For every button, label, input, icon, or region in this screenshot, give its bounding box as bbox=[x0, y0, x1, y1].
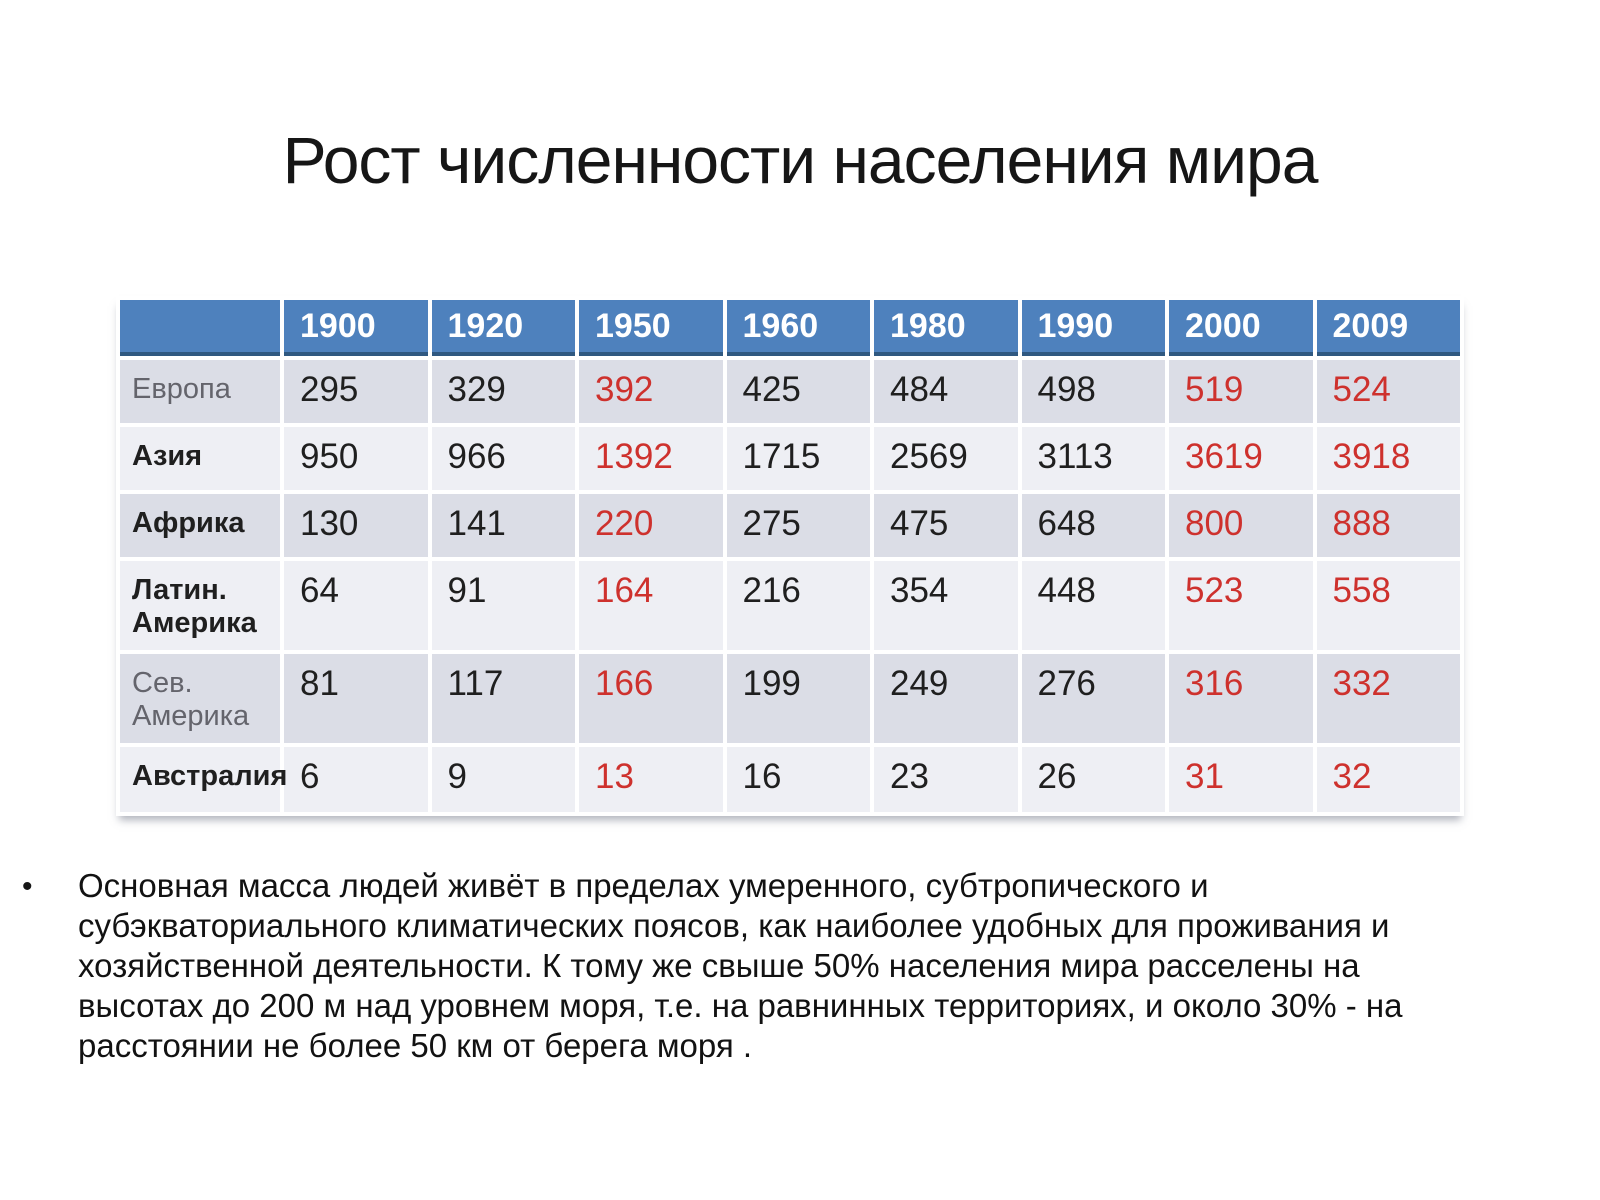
population-value-cell: 1715 bbox=[726, 427, 870, 490]
population-value-cell: 484 bbox=[874, 360, 1018, 423]
population-value-cell: 32 bbox=[1316, 747, 1460, 812]
table-row: Африка 130 141 220 275 475 648 800 888 bbox=[120, 494, 1460, 557]
table-header-row: 1900 1920 1950 1960 1980 1990 2000 2009 bbox=[120, 300, 1460, 356]
population-value-cell: 392 bbox=[579, 360, 723, 423]
population-value-cell: 558 bbox=[1316, 561, 1460, 650]
population-table-container: 1900 1920 1950 1960 1980 1990 2000 2009 Европа 2… bbox=[116, 296, 1464, 816]
population-value-cell: 800 bbox=[1169, 494, 1313, 557]
year-header-cell: 1920 bbox=[431, 300, 575, 356]
population-value-cell: 3918 bbox=[1316, 427, 1460, 490]
population-value-cell: 81 bbox=[284, 654, 428, 743]
population-value-cell: 498 bbox=[1021, 360, 1165, 423]
year-header-cell: 1960 bbox=[726, 300, 870, 356]
population-value-cell: 3619 bbox=[1169, 427, 1313, 490]
year-header-cell: 1950 bbox=[579, 300, 723, 356]
population-value-cell: 1392 bbox=[579, 427, 723, 490]
population-value-cell: 648 bbox=[1021, 494, 1165, 557]
population-value-cell: 276 bbox=[1021, 654, 1165, 743]
population-value-cell: 26 bbox=[1021, 747, 1165, 812]
population-value-cell: 91 bbox=[431, 561, 575, 650]
population-table: 1900 1920 1950 1960 1980 1990 2000 2009 Европа 2… bbox=[116, 296, 1464, 816]
bullet-marker: • bbox=[22, 870, 33, 903]
population-value-cell: 2569 bbox=[874, 427, 1018, 490]
region-label-cell: Латин. Америка bbox=[120, 561, 280, 650]
table-row: Азия 950 966 1392 1715 2569 3113 3619 3918 bbox=[120, 427, 1460, 490]
slide-title: Рост численности населения мира bbox=[282, 123, 1319, 197]
population-value-cell: 23 bbox=[874, 747, 1018, 812]
population-value-cell: 3113 bbox=[1021, 427, 1165, 490]
population-value-cell: 164 bbox=[579, 561, 723, 650]
population-value-cell: 425 bbox=[726, 360, 870, 423]
population-value-cell: 216 bbox=[726, 561, 870, 650]
population-value-cell: 888 bbox=[1316, 494, 1460, 557]
population-value-cell: 316 bbox=[1169, 654, 1313, 743]
population-value-cell: 950 bbox=[284, 427, 428, 490]
region-label-cell: Азия bbox=[120, 427, 280, 490]
population-value-cell: 332 bbox=[1316, 654, 1460, 743]
population-value-cell: 475 bbox=[874, 494, 1018, 557]
bullet-list: • Основная масса людей живёт в пределах … bbox=[20, 866, 1490, 1066]
population-value-cell: 249 bbox=[874, 654, 1018, 743]
table-row: Сев. Америка 81 117 166 199 249 276 316 332 bbox=[120, 654, 1460, 743]
table-row: Австралия 6 9 13 16 23 26 31 32 bbox=[120, 747, 1460, 812]
year-header-cell: 1990 bbox=[1021, 300, 1165, 356]
region-label-cell: Европа bbox=[120, 360, 280, 423]
region-label-cell: Сев. Америка bbox=[120, 654, 280, 743]
region-label-cell: Африка bbox=[120, 494, 280, 557]
population-value-cell: 16 bbox=[726, 747, 870, 812]
year-header-cell: 1900 bbox=[284, 300, 428, 356]
population-value-cell: 199 bbox=[726, 654, 870, 743]
population-value-cell: 519 bbox=[1169, 360, 1313, 423]
population-value-cell: 329 bbox=[431, 360, 575, 423]
bullet-paragraph: Основная масса людей живёт в пределах ум… bbox=[78, 867, 1403, 1064]
population-value-cell: 295 bbox=[284, 360, 428, 423]
population-value-cell: 6 bbox=[284, 747, 428, 812]
region-label-cell: Австралия bbox=[120, 747, 287, 812]
population-value-cell: 9 bbox=[431, 747, 575, 812]
population-value-cell: 117 bbox=[431, 654, 575, 743]
population-value-cell: 966 bbox=[431, 427, 575, 490]
population-value-cell: 13 bbox=[579, 747, 723, 812]
year-header-cell: 2009 bbox=[1316, 300, 1460, 356]
population-value-cell: 130 bbox=[284, 494, 428, 557]
population-value-cell: 166 bbox=[579, 654, 723, 743]
year-header-cell: 1980 bbox=[874, 300, 1018, 356]
population-value-cell: 275 bbox=[726, 494, 870, 557]
table-row: Европа 295 329 392 425 484 498 519 524 bbox=[120, 360, 1460, 423]
population-value-cell: 141 bbox=[431, 494, 575, 557]
population-value-cell: 354 bbox=[874, 561, 1018, 650]
population-value-cell: 524 bbox=[1316, 360, 1460, 423]
population-value-cell: 64 bbox=[284, 561, 428, 650]
table-row: Латин. Америка 64 91 164 216 354 448 523 558 bbox=[120, 561, 1460, 650]
population-value-cell: 448 bbox=[1021, 561, 1165, 650]
corner-header-cell bbox=[120, 300, 280, 356]
year-header-cell: 2000 bbox=[1169, 300, 1313, 356]
population-value-cell: 220 bbox=[579, 494, 723, 557]
population-value-cell: 523 bbox=[1169, 561, 1313, 650]
population-value-cell: 31 bbox=[1169, 747, 1313, 812]
